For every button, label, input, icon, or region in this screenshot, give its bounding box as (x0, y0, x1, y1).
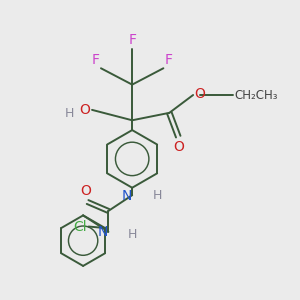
Text: H: H (128, 228, 137, 241)
Text: O: O (174, 140, 184, 154)
Text: Cl: Cl (74, 220, 87, 233)
Text: O: O (80, 103, 91, 117)
Text: CH₂CH₃: CH₂CH₃ (234, 88, 278, 101)
Text: H: H (153, 189, 162, 202)
Text: F: F (165, 53, 173, 67)
Text: F: F (92, 53, 100, 67)
Text: O: O (80, 184, 91, 198)
Text: N: N (98, 225, 108, 239)
Text: F: F (128, 34, 136, 47)
Text: N: N (121, 189, 132, 203)
Text: O: O (195, 87, 206, 101)
Text: H: H (65, 107, 74, 120)
